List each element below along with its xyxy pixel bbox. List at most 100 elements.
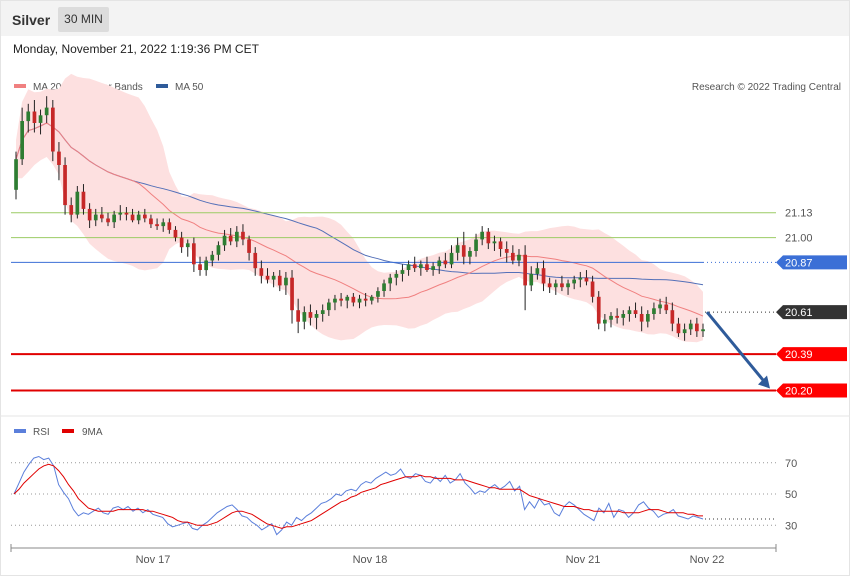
candle-body (241, 231, 245, 240)
symbol-title: Silver (12, 12, 51, 28)
level-tag-20.39 (776, 347, 847, 362)
candle-body (290, 277, 294, 311)
candle-body (670, 310, 675, 324)
candle-body (560, 283, 564, 288)
candle-body (253, 252, 258, 269)
candle-body (314, 314, 319, 318)
candle-body (590, 281, 595, 297)
candle-body (596, 296, 601, 324)
rsi-ma-legend-label: 9MA (82, 427, 103, 438)
candle-body (259, 268, 264, 276)
candle-body (204, 260, 208, 271)
candle-body (449, 252, 454, 265)
level-value-21.13: 21.13 (785, 208, 813, 220)
candle-body (265, 275, 270, 280)
ma20-legend-swatch (14, 84, 26, 88)
level-tag-20.61 (776, 305, 847, 320)
rsi-legend-label: RSI (33, 427, 50, 438)
candle-body (143, 214, 147, 219)
level-value-20.87: 20.87 (785, 257, 813, 269)
level-value-20.39: 20.39 (785, 349, 813, 361)
candle-body (412, 264, 417, 269)
candle-body (136, 214, 141, 221)
copyright-label: Research © 2022 Trading Central (692, 82, 841, 93)
candle-body (161, 222, 166, 227)
forecast-arrow-head (758, 375, 770, 389)
level-tag-20.20 (776, 383, 847, 398)
candle-body (69, 205, 74, 215)
price-plot-area: 21.13 21.00 20.87 20.61 20.39 20.20 (11, 73, 847, 398)
candle-body (486, 231, 491, 244)
candle-body (633, 310, 638, 314)
ma50-legend-label: MA 50 (175, 82, 204, 93)
candle-body (425, 264, 429, 270)
level-value-20.61: 20.61 (785, 307, 813, 319)
level-tag-20.87 (776, 255, 847, 270)
candle-body (149, 218, 153, 225)
candle-body (118, 212, 123, 215)
rsi-tick-label: 50 (785, 489, 797, 501)
candle-body (75, 191, 80, 215)
candle-body (443, 260, 448, 265)
x-tick-label: Nov 21 (566, 554, 601, 566)
candle-body (222, 235, 227, 246)
candle-body (192, 243, 196, 265)
candle-body (351, 296, 356, 303)
candle-body (51, 107, 55, 152)
rsi-tick-label: 30 (785, 520, 797, 532)
candle-body (419, 264, 423, 269)
candle-body (394, 273, 399, 278)
candle-body (658, 304, 662, 309)
candle-body (627, 310, 632, 314)
level-value-20.20: 20.20 (785, 385, 813, 397)
candle-body (431, 266, 435, 270)
candle-body (480, 231, 484, 240)
candle-body (615, 315, 619, 318)
candle-body (155, 224, 159, 227)
candle-body (106, 218, 110, 223)
candle-body (345, 296, 350, 301)
rsi-ma-legend-swatch (62, 429, 74, 433)
candle-body (437, 260, 442, 267)
candle-body (185, 243, 190, 248)
candle-body (26, 111, 31, 122)
candle-body (566, 283, 570, 288)
candle-body (81, 191, 86, 209)
candle-body (603, 319, 607, 324)
candle-body (553, 283, 558, 288)
candle-body (406, 264, 411, 270)
rsi-ma-line (13, 463, 703, 529)
candle-body (511, 252, 515, 261)
candle-body (584, 277, 589, 282)
candle-body (695, 323, 699, 332)
candle-body (38, 115, 43, 123)
candle-body (44, 107, 49, 116)
candle-body (701, 329, 705, 332)
candle-body (357, 298, 362, 303)
candle-body (541, 268, 546, 284)
candle-body (382, 283, 386, 291)
candle-body (572, 279, 576, 284)
candle-body (333, 298, 337, 303)
candle-body (20, 121, 24, 160)
timeframe-button[interactable]: 30 MIN (58, 7, 109, 32)
candle-body (32, 111, 37, 123)
rsi-line (13, 455, 704, 536)
candle-body (320, 310, 325, 314)
candle-body (388, 277, 392, 284)
forecast-arrow-shaft (705, 311, 767, 384)
candle-body (216, 245, 221, 255)
ma20-line (15, 122, 704, 317)
candle-body (210, 254, 215, 261)
candle-body (284, 277, 288, 286)
candle-body (676, 323, 681, 334)
candle-body (198, 264, 202, 270)
rsi-plot-area: 70 50 30 (11, 455, 797, 536)
candle-body (682, 329, 687, 334)
candle-body (461, 245, 466, 257)
candle-body (179, 237, 184, 248)
candle-body (474, 239, 478, 251)
candle-body (167, 222, 172, 230)
candle-body (529, 273, 534, 286)
